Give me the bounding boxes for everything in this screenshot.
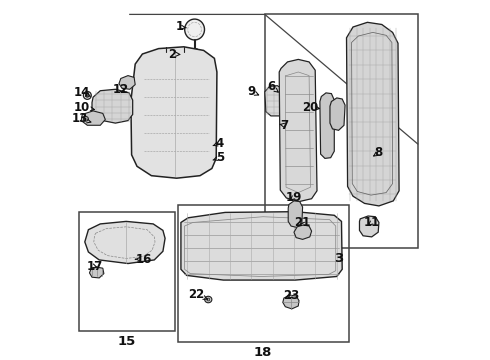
Polygon shape bbox=[265, 86, 284, 116]
Text: 10: 10 bbox=[74, 101, 95, 114]
Text: 21: 21 bbox=[294, 216, 310, 229]
Ellipse shape bbox=[83, 91, 91, 99]
Bar bbox=[79, 212, 175, 331]
Text: 22: 22 bbox=[188, 288, 207, 301]
Polygon shape bbox=[294, 225, 312, 239]
Ellipse shape bbox=[194, 52, 197, 55]
Polygon shape bbox=[119, 76, 135, 89]
Text: 20: 20 bbox=[302, 101, 319, 114]
Ellipse shape bbox=[86, 94, 89, 97]
Bar bbox=[178, 205, 349, 342]
Polygon shape bbox=[90, 267, 104, 278]
Polygon shape bbox=[279, 59, 317, 202]
Ellipse shape bbox=[83, 117, 88, 121]
Text: 15: 15 bbox=[117, 335, 135, 348]
Text: 11: 11 bbox=[364, 216, 380, 229]
Polygon shape bbox=[288, 201, 303, 228]
Text: 12: 12 bbox=[113, 83, 129, 96]
Text: 3: 3 bbox=[334, 252, 343, 265]
Polygon shape bbox=[181, 212, 342, 280]
Text: 13: 13 bbox=[71, 112, 91, 125]
Text: 14: 14 bbox=[74, 86, 91, 99]
Polygon shape bbox=[320, 93, 334, 158]
Ellipse shape bbox=[207, 298, 210, 301]
Text: 9: 9 bbox=[247, 85, 259, 98]
Bar bbox=[265, 14, 418, 248]
Polygon shape bbox=[360, 216, 379, 237]
Polygon shape bbox=[131, 47, 217, 178]
Text: 18: 18 bbox=[254, 346, 272, 359]
Polygon shape bbox=[92, 89, 133, 123]
Polygon shape bbox=[330, 98, 345, 130]
Text: 4: 4 bbox=[213, 137, 224, 150]
Polygon shape bbox=[346, 22, 399, 206]
Text: 17: 17 bbox=[86, 260, 102, 273]
Text: 7: 7 bbox=[280, 119, 289, 132]
Text: 6: 6 bbox=[267, 80, 278, 93]
Text: 23: 23 bbox=[283, 289, 299, 302]
Text: 8: 8 bbox=[374, 147, 382, 159]
Text: 1: 1 bbox=[175, 21, 186, 33]
Polygon shape bbox=[85, 221, 165, 264]
Text: 5: 5 bbox=[213, 151, 224, 164]
Text: 19: 19 bbox=[285, 191, 302, 204]
Text: 2: 2 bbox=[168, 48, 180, 60]
Ellipse shape bbox=[205, 296, 212, 303]
Polygon shape bbox=[283, 295, 299, 309]
Text: 16: 16 bbox=[135, 253, 152, 266]
Polygon shape bbox=[81, 111, 105, 125]
Ellipse shape bbox=[185, 19, 204, 40]
